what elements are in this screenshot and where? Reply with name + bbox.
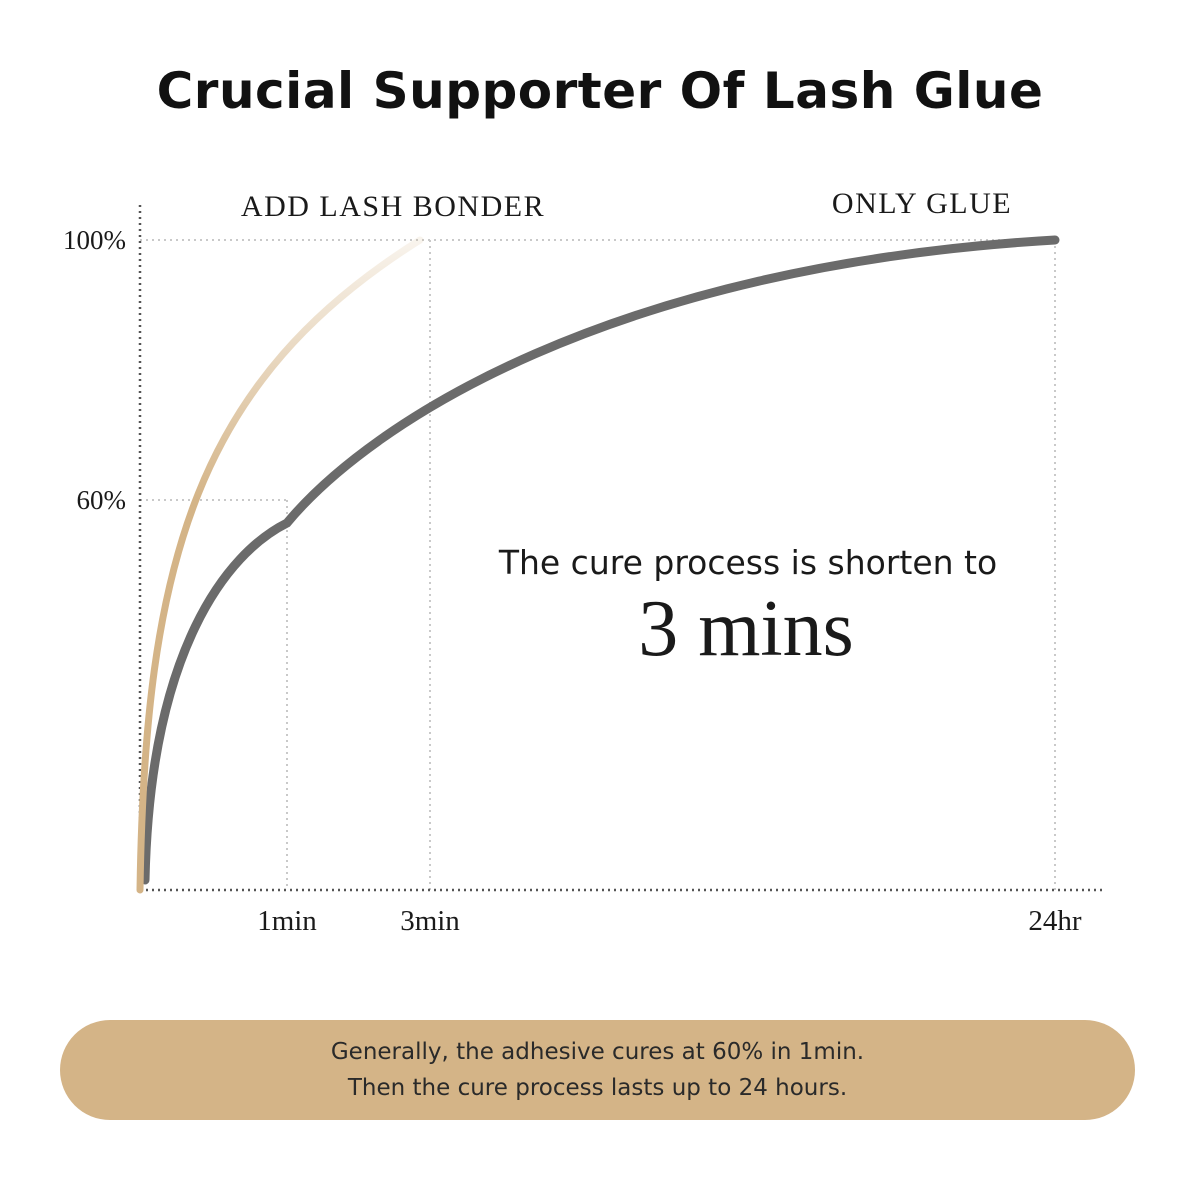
y-tick-label-60: 60%: [77, 485, 127, 515]
x-tick-label-24hr: 24hr: [1028, 905, 1082, 937]
cure-chart: 60% 100% 1min 3min 24hr ADD LASH BONDER ONLY G…: [63, 187, 1105, 937]
summary-line-1: Generally, the adhesive cures at 60% in …: [330, 1039, 865, 1065]
y-tick-label-100: 100%: [63, 225, 126, 255]
summary-banner: Generally, the adhesive cures at 60% in …: [60, 1020, 1135, 1120]
summary-line-2: Then the cure process lasts up to 24 hou…: [347, 1075, 848, 1101]
series-label-add-lash-bonder: ADD LASH BONDER: [241, 190, 545, 223]
series-label-only-glue: ONLY GLUE: [832, 187, 1012, 220]
annotation-line-2: 3 mins: [638, 585, 854, 673]
annotation-line-1: The cure process is shorten to: [498, 543, 997, 582]
grid-lines: [140, 239, 1056, 890]
x-tick-label-1min: 1min: [257, 905, 317, 937]
axes: [138, 205, 1105, 892]
series-line-add-lash-bonder: [136, 236, 424, 894]
x-tick-label-3min: 3min: [400, 905, 460, 937]
chart-title: Crucial Supporter Of Lash Glue: [156, 62, 1044, 120]
series-line-only-glue: [140, 235, 1060, 885]
